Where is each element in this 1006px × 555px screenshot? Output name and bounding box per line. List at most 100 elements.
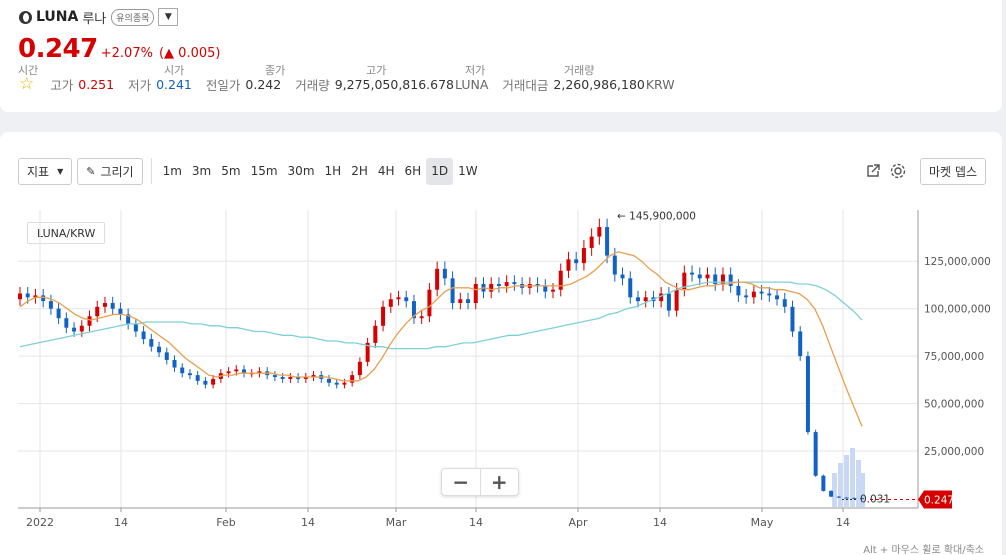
max-price-label: ← 145,900,000	[617, 211, 696, 223]
toolbar-divider	[150, 158, 152, 184]
candle-body	[334, 382, 339, 385]
period-tab-15m[interactable]: 15m	[250, 164, 278, 178]
info-label-volume: 거래량	[564, 64, 595, 77]
period-tab-1m[interactable]: 1m	[162, 164, 182, 178]
candle-body	[829, 490, 834, 497]
candle-body	[597, 227, 602, 237]
period-tabs: 1m 3m 5m 15m 30m 1H 2H 4H 6H 1D 1W	[158, 157, 483, 185]
candle-body	[566, 259, 571, 271]
candle-body	[203, 380, 208, 385]
candle-body	[805, 356, 810, 433]
candle-body	[836, 496, 841, 498]
warning-badge: 유의종목	[111, 8, 155, 26]
period-tab-1h[interactable]: 1H	[324, 164, 342, 178]
candle-body	[280, 377, 285, 379]
x-tick-label: 14	[653, 516, 667, 529]
candle-body	[226, 371, 231, 374]
candle-body	[852, 497, 857, 499]
stat-prev-close: 전일가 0.242	[206, 75, 281, 94]
period-tab-3m[interactable]: 3m	[191, 164, 212, 178]
x-tick-label: Mar	[386, 516, 407, 529]
stat-value: 2,260,986,180	[553, 77, 645, 92]
candle-body	[605, 227, 610, 256]
candle-body	[821, 475, 826, 491]
candle-body	[435, 268, 440, 290]
change-percent: +2.07%	[100, 46, 153, 61]
indicator-label: 지표	[27, 164, 50, 179]
x-tick-label: 2022	[26, 516, 54, 529]
candle-body	[172, 359, 177, 368]
zoom-in-button[interactable]: +	[479, 469, 519, 495]
coin-select-button[interactable]: ▼	[158, 8, 179, 26]
info-label-open: 시가	[164, 64, 185, 77]
favorite-star-icon[interactable]: ☆	[19, 74, 35, 94]
period-tab-1d[interactable]: 1D	[426, 157, 454, 185]
candle-body	[543, 285, 548, 292]
candle-body	[720, 274, 725, 285]
current-price-badge-label: 0.247	[924, 495, 954, 507]
info-label-time: 시간	[18, 64, 39, 77]
price-chart[interactable]: 2022 14 Feb 14 Mar 14 Apr 14 May 14 25,000,000 50,0…	[0, 205, 1006, 540]
period-tab-5m[interactable]: 5m	[221, 164, 241, 178]
candle-body	[473, 284, 478, 304]
candle-body	[419, 316, 424, 319]
candle-body	[844, 497, 849, 499]
volume-bar	[860, 473, 865, 507]
x-tick-label: Feb	[216, 516, 235, 529]
candle-body	[141, 331, 146, 340]
candle-body	[728, 274, 733, 286]
candle-body	[612, 255, 617, 275]
candle-body	[41, 295, 46, 302]
draw-button[interactable]: ✎ 그리기	[77, 157, 143, 185]
period-tab-6h[interactable]: 6H	[404, 164, 422, 178]
period-tab-4h[interactable]: 4H	[377, 164, 395, 178]
period-tab-2h[interactable]: 2H	[351, 164, 368, 178]
stat-low: 저가 0.241	[128, 75, 192, 94]
candle-body	[744, 295, 749, 298]
candle-body	[79, 325, 84, 332]
market-depth-button[interactable]: 마켓 뎁스	[920, 157, 986, 185]
candle-body	[164, 352, 169, 360]
candle-body	[157, 346, 162, 353]
moving-average-long-line	[19, 281, 863, 350]
stat-unit: LUNA	[454, 77, 489, 92]
change-abs-value: 0.005	[178, 46, 216, 61]
caret-down-icon: ▼	[164, 12, 172, 22]
candle-body	[133, 323, 138, 332]
candle-body	[87, 316, 92, 326]
stat-label: 전일가	[205, 78, 241, 93]
stat-volume: 거래량 9,275,050,816.678 LUNA	[295, 75, 488, 94]
last-low-label: 0.031	[860, 493, 890, 505]
external-link-icon[interactable]	[863, 161, 883, 181]
current-price-badge	[918, 490, 952, 509]
candle-body	[674, 289, 679, 311]
period-tab-30m[interactable]: 30m	[287, 164, 315, 178]
x-tick-label: 14	[114, 516, 128, 529]
volume-bar	[832, 473, 837, 507]
candle-body	[72, 327, 77, 332]
candle-body	[635, 297, 640, 302]
stat-high: 고가 0.251	[50, 75, 114, 94]
candle-body	[373, 325, 378, 343]
x-tick-label: 14	[836, 516, 850, 529]
candle-body	[64, 318, 69, 328]
candle-body	[620, 274, 625, 279]
candle-body	[102, 303, 107, 307]
period-tab-1w[interactable]: 1W	[458, 164, 478, 178]
change-abs: (▲ 0.005)	[158, 46, 221, 61]
candle-body	[303, 377, 308, 379]
indicator-button[interactable]: 지표 ▼	[18, 157, 73, 185]
gear-icon[interactable]	[888, 161, 908, 181]
candle-body	[242, 369, 247, 374]
stat-label: 거래량	[295, 78, 330, 93]
stat-value: 0.241	[156, 77, 192, 92]
stat-value: 0.251	[78, 77, 115, 92]
candle-body	[504, 282, 509, 286]
candle-body	[272, 375, 277, 378]
candle-body	[682, 272, 687, 290]
zoom-out-button[interactable]: −	[452, 470, 470, 494]
volume-bar	[850, 448, 855, 507]
candle-body	[790, 306, 795, 332]
coin-header: LUNA 루나 유의종목 ▼ 0.247 +2.07% (▲ 0.005) ☆ …	[0, 0, 1002, 112]
stat-label: 거래대금	[502, 78, 549, 93]
